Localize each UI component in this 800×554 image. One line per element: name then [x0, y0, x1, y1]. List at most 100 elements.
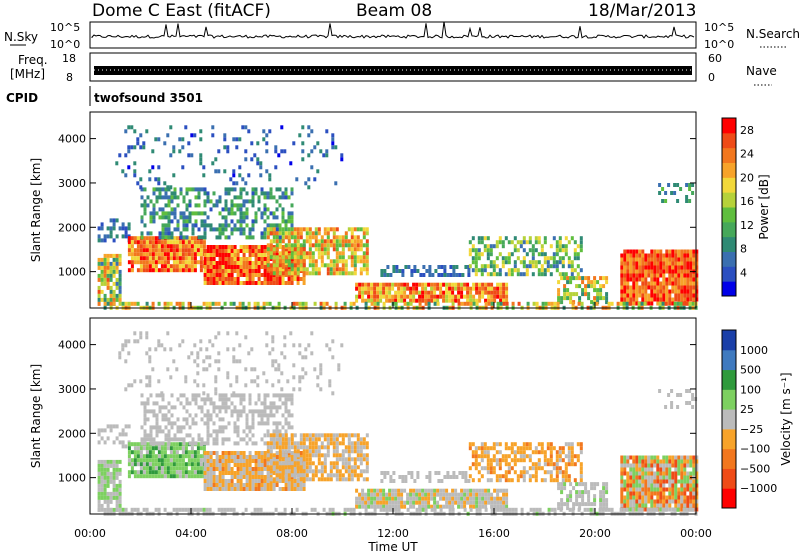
power-cell	[244, 157, 248, 162]
velocity-cell	[677, 503, 681, 508]
power-cell	[136, 260, 140, 265]
power-cell	[239, 231, 243, 236]
velocity-cell	[647, 459, 651, 464]
power-cell	[492, 264, 496, 269]
power-cell	[263, 269, 267, 273]
velocity-cell	[97, 467, 101, 472]
power-cell	[477, 248, 481, 253]
velocity-cell	[451, 504, 455, 509]
power-cell	[391, 298, 395, 303]
velocity-cell	[525, 470, 529, 475]
power-cell	[199, 161, 203, 166]
velocity-cell	[266, 417, 270, 422]
power-cell	[167, 235, 171, 240]
velocity-cell	[665, 503, 669, 508]
power-cell	[647, 265, 651, 270]
velocity-cell	[302, 445, 306, 450]
velocity-cell	[199, 470, 203, 475]
velocity-cell	[492, 466, 496, 471]
power-cell	[158, 195, 162, 200]
power-cell	[605, 296, 609, 301]
velocity-cell	[332, 465, 336, 470]
velocity-cell	[561, 458, 565, 463]
velocity-cell	[296, 483, 300, 487]
power-cell	[325, 301, 329, 306]
velocity-cell	[296, 477, 300, 482]
velocity-cell	[230, 413, 234, 418]
power-cell	[161, 195, 165, 200]
velocity-cell	[674, 483, 678, 488]
velocity-cell	[516, 458, 520, 463]
power-cell	[680, 273, 684, 278]
power-cell	[629, 273, 633, 278]
velocity-cell	[489, 458, 493, 463]
velocity-cell	[543, 470, 547, 475]
power-cell	[326, 255, 330, 260]
power-cell	[172, 149, 176, 154]
power-cell	[166, 240, 170, 245]
power-cell	[224, 207, 228, 212]
power-cell	[233, 277, 237, 281]
velocity-cell	[145, 383, 149, 388]
power-cell	[266, 281, 270, 285]
power-cell	[191, 211, 195, 216]
velocity-cell	[254, 409, 258, 414]
power-cell	[695, 281, 699, 286]
velocity-cell	[245, 475, 249, 479]
power-cell	[127, 222, 131, 227]
velocity-cell	[112, 491, 116, 496]
velocity-cell	[483, 466, 487, 471]
velocity-cell	[221, 437, 225, 442]
power-cell	[686, 273, 690, 278]
velocity-cell	[290, 455, 294, 459]
power-cell	[570, 272, 574, 277]
velocity-cell	[461, 475, 465, 479]
power-cell	[118, 253, 122, 258]
velocity-cell	[299, 483, 303, 487]
power-cell	[695, 265, 699, 270]
power-cell	[143, 223, 147, 228]
velocity-cell	[632, 455, 636, 460]
power-cell	[365, 263, 369, 268]
velocity-cell	[112, 424, 116, 429]
power-cell	[221, 231, 225, 236]
power-cell	[127, 301, 131, 306]
velocity-cell	[103, 495, 107, 500]
velocity-cell	[626, 487, 630, 492]
velocity-cell	[575, 482, 579, 487]
power-cell	[493, 294, 497, 299]
power-cell	[558, 248, 562, 253]
velocity-cell	[480, 454, 484, 459]
velocity-cell	[169, 470, 173, 475]
power-cell	[310, 129, 314, 134]
velocity-cell	[149, 429, 153, 434]
power-cell	[505, 282, 509, 287]
velocity-cell	[391, 492, 395, 497]
power-cell	[674, 269, 678, 274]
velocity-cell	[181, 470, 185, 475]
power-cell	[248, 265, 252, 269]
velocity-cell	[623, 479, 627, 484]
power-cell	[481, 286, 485, 291]
velocity-cell	[668, 507, 672, 512]
power-cell	[471, 260, 475, 265]
power-cell	[188, 199, 192, 204]
power-cell	[268, 129, 272, 134]
power-cell	[206, 269, 210, 273]
velocity-cell	[335, 449, 339, 454]
power-cell	[644, 289, 648, 294]
velocity-cell	[106, 424, 110, 429]
velocity-cell	[593, 486, 597, 491]
velocity-cell	[124, 424, 128, 429]
velocity-cell	[464, 475, 468, 479]
velocity-cell	[410, 475, 414, 479]
power-cell	[203, 187, 207, 192]
power-cell	[163, 256, 167, 261]
power-cell	[428, 273, 432, 277]
velocity-cell	[641, 499, 645, 504]
power-cell	[367, 294, 371, 299]
power-cell	[661, 199, 665, 203]
power-cell	[620, 281, 624, 286]
power-cell	[157, 301, 161, 306]
power-cell	[332, 247, 336, 252]
